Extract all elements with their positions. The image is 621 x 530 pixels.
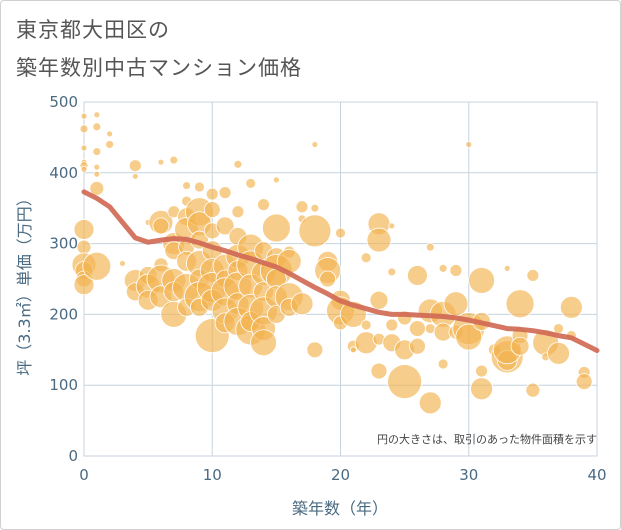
data-bubble [553,323,564,334]
data-bubble [152,217,170,235]
data-bubble [409,320,426,337]
data-bubble [105,140,115,149]
data-bubble [79,124,89,134]
bubble-series [71,111,593,415]
data-bubble [443,291,469,317]
data-bubble [194,181,205,193]
data-bubble [310,203,320,213]
data-bubble [311,141,319,148]
chart-title-line1: 東京都大田区の [16,18,170,42]
data-bubble [93,163,101,171]
size-legend-note: 円の大きさは、取引のあった物件面積を示す [377,432,597,446]
data-bubble [559,295,583,319]
trend-line [81,189,600,353]
data-bubble [547,341,570,365]
data-bubble [261,213,291,243]
x-tick-label: 0 [79,466,89,484]
data-bubble [360,319,372,331]
data-bubble [468,267,495,294]
data-bubble [475,364,488,378]
data-bubble [218,186,232,200]
data-bubble [182,181,192,190]
data-bubble [449,264,463,277]
y-tick-label: 100 [49,376,78,394]
x-tick-label: 30 [459,466,478,484]
data-bubble [169,155,179,165]
data-bubble [73,219,95,240]
data-bubble [385,318,399,332]
data-bubble [80,144,88,152]
data-bubble [231,205,245,219]
data-bubble [119,260,126,267]
x-tick-label: 10 [203,466,222,484]
y-tick-label: 0 [68,447,78,465]
x-axis-label: 築年数（年） [292,499,388,518]
data-bubble [470,377,493,401]
data-bubble [455,323,483,351]
data-bubble [418,391,442,415]
x-tick-label: 40 [587,466,606,484]
data-bubble [245,178,257,189]
data-bubble [93,111,101,119]
data-bubble [203,201,221,219]
data-bubble [106,130,114,138]
chart-title-line2: 築年数別中古マンション価格 [16,56,302,80]
data-bubble [131,172,139,180]
y-tick-label: 400 [49,164,78,182]
data-bubble [370,362,388,380]
y-tick-label: 500 [49,93,78,111]
data-bubble [465,141,473,148]
data-bubble [438,263,448,273]
data-bubble [407,265,428,286]
data-bubble [366,227,392,253]
x-tick-label: 20 [331,466,350,484]
data-bubble [233,159,243,169]
y-tick-label: 200 [49,305,78,323]
data-bubble [80,112,88,120]
data-bubble [319,270,337,288]
data-bubble [272,176,280,184]
data-bubble [80,165,88,173]
data-bubble [526,269,540,282]
data-bubble [298,214,332,248]
data-bubble [388,222,396,230]
data-bubble [409,337,426,355]
data-bubble [525,382,541,398]
data-bubble [437,358,449,370]
data-bubble [387,267,397,277]
data-bubble [369,290,389,310]
data-bubble [257,198,270,212]
data-bubble [89,180,105,196]
data-bubble [157,158,165,166]
data-bubble [290,292,314,316]
data-bubble [335,227,346,239]
data-bubble [92,122,102,132]
data-bubble [76,239,92,255]
data-bubble [425,242,435,252]
y-axis-label: 坪（3.3㎡）単価（万円） [15,190,34,375]
data-bubble [205,187,219,201]
data-bubble [505,289,535,319]
data-bubble [215,216,235,236]
data-bubble [575,373,593,391]
data-bubble [503,264,511,272]
data-bubble [92,147,102,156]
y-tick-label: 300 [49,235,78,253]
data-bubble [128,159,142,173]
data-bubble [73,274,95,296]
data-bubble [250,329,277,357]
data-bubble [360,252,372,264]
data-bubble [306,341,324,359]
data-bubble [82,251,112,281]
data-bubble [93,170,101,178]
data-bubble [510,336,530,356]
data-bubble [349,346,357,354]
data-bubble [387,364,423,400]
data-bubble [295,200,309,214]
